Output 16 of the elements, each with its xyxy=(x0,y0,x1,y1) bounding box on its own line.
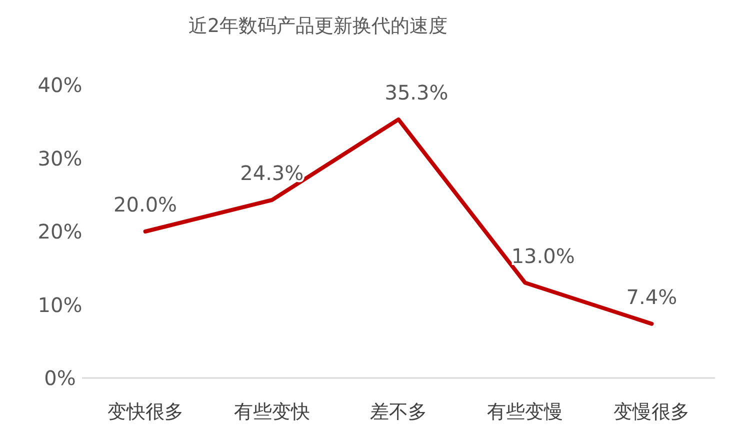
y-tick-label: 20% xyxy=(38,220,82,244)
y-tick-label: 30% xyxy=(38,146,82,170)
x-tick-label: 有些变慢 xyxy=(487,401,564,423)
y-tick-label: 40% xyxy=(38,73,82,97)
y-tick-label: 10% xyxy=(38,292,82,317)
data-label: 7.4% xyxy=(626,284,678,309)
y-tick-label: 0% xyxy=(44,366,76,390)
data-label: 35.3% xyxy=(384,80,448,104)
x-tick-label: 变慢很多 xyxy=(614,401,690,423)
data-label: 24.3% xyxy=(240,161,304,186)
x-tick-label: 变快很多 xyxy=(107,401,184,423)
data-label: 13.0% xyxy=(511,244,575,268)
x-tick-label: 差不多 xyxy=(370,401,427,423)
data-label: 20.0% xyxy=(114,192,178,216)
chart-title: 近2年数码产品更新换代的速度 xyxy=(188,15,448,37)
x-tick-label: 有些变快 xyxy=(234,401,310,423)
